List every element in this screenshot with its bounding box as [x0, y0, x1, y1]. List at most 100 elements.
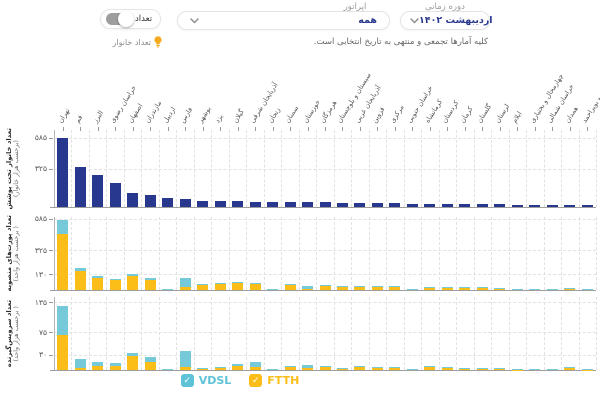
- bar-ftth[interactable]: [441, 287, 453, 290]
- bar-ftth[interactable]: [92, 365, 104, 370]
- bar-households[interactable]: [336, 202, 348, 207]
- bar-vdsl[interactable]: [581, 369, 593, 371]
- bar-vdsl[interactable]: [109, 363, 121, 367]
- bar-households[interactable]: [197, 200, 209, 207]
- bar-ftth[interactable]: [494, 368, 506, 370]
- bar-households[interactable]: [179, 199, 191, 207]
- bar-vdsl[interactable]: [74, 268, 86, 271]
- operator-dropdown[interactable]: همه: [177, 11, 390, 30]
- bar-vdsl[interactable]: [214, 282, 226, 284]
- bar-households[interactable]: [109, 183, 121, 207]
- bar-households[interactable]: [564, 204, 576, 207]
- bar-households[interactable]: [232, 201, 244, 207]
- bar-vdsl[interactable]: [197, 283, 209, 285]
- toggle-switch[interactable]: [106, 11, 134, 27]
- bar-vdsl[interactable]: [179, 278, 191, 287]
- bar-ftth[interactable]: [336, 368, 348, 370]
- bar-ftth[interactable]: [302, 367, 314, 370]
- bar-households[interactable]: [581, 204, 593, 207]
- time-period-dropdown[interactable]: اردیبهشت ۱۴۰۲: [400, 11, 493, 30]
- bar-households[interactable]: [494, 204, 506, 207]
- bar-ftth[interactable]: [197, 368, 209, 370]
- bar-vdsl[interactable]: [459, 367, 471, 369]
- bar-households[interactable]: [127, 193, 139, 207]
- bar-households[interactable]: [529, 204, 541, 207]
- bar-ftth[interactable]: [109, 280, 121, 290]
- bar-ftth[interactable]: [127, 355, 139, 370]
- bar-ftth[interactable]: [319, 285, 331, 290]
- bar-vdsl[interactable]: [406, 369, 418, 371]
- bar-households[interactable]: [284, 202, 296, 207]
- bar-vdsl[interactable]: [564, 287, 576, 289]
- bar-households[interactable]: [302, 202, 314, 207]
- bar-vdsl[interactable]: [494, 367, 506, 369]
- bar-vdsl[interactable]: [144, 277, 156, 280]
- bar-ftth[interactable]: [494, 288, 506, 290]
- bar-vdsl[interactable]: [529, 369, 541, 371]
- bar-vdsl[interactable]: [581, 289, 593, 291]
- bar-vdsl[interactable]: [441, 287, 453, 289]
- bar-vdsl[interactable]: [162, 288, 174, 290]
- legend-checkbox-vdsl[interactable]: ✓: [180, 374, 194, 387]
- bar-ftth[interactable]: [476, 368, 488, 370]
- bar-households[interactable]: [459, 204, 471, 207]
- bar-vdsl[interactable]: [354, 365, 366, 368]
- bar-ftth[interactable]: [336, 286, 348, 290]
- bar-ftth[interactable]: [459, 287, 471, 290]
- bar-vdsl[interactable]: [406, 288, 418, 290]
- bar-ftth[interactable]: [144, 362, 156, 370]
- bar-vdsl[interactable]: [127, 273, 139, 276]
- bar-vdsl[interactable]: [197, 368, 209, 370]
- bar-vdsl[interactable]: [74, 358, 86, 368]
- bar-vdsl[interactable]: [144, 357, 156, 363]
- bar-vdsl[interactable]: [529, 288, 541, 290]
- bar-ftth[interactable]: [354, 286, 366, 290]
- bar-ftth[interactable]: [127, 276, 139, 290]
- bar-ftth[interactable]: [214, 283, 226, 290]
- bar-vdsl[interactable]: [232, 363, 244, 367]
- bar-households[interactable]: [511, 204, 523, 207]
- bar-households[interactable]: [57, 138, 69, 207]
- bar-vdsl[interactable]: [249, 362, 261, 367]
- bar-vdsl[interactable]: [424, 286, 436, 288]
- toggle-knob[interactable]: [118, 11, 134, 27]
- bar-vdsl[interactable]: [354, 285, 366, 287]
- bar-ftth[interactable]: [441, 367, 453, 370]
- bar-vdsl[interactable]: [511, 369, 523, 371]
- bar-households[interactable]: [424, 203, 436, 207]
- bar-vdsl[interactable]: [546, 369, 558, 371]
- bar-vdsl[interactable]: [109, 278, 121, 281]
- bar-vdsl[interactable]: [459, 287, 471, 288]
- bar-vdsl[interactable]: [371, 366, 383, 368]
- bar-vdsl[interactable]: [336, 286, 348, 288]
- bar-vdsl[interactable]: [179, 350, 191, 368]
- bar-vdsl[interactable]: [92, 361, 104, 366]
- bar-households[interactable]: [267, 201, 279, 207]
- bar-ftth[interactable]: [179, 367, 191, 370]
- count-toggle[interactable]: تعداد: [100, 9, 161, 29]
- bar-ftth[interactable]: [371, 286, 383, 290]
- bar-ftth[interactable]: [74, 367, 86, 370]
- bar-ftth[interactable]: [109, 366, 121, 370]
- bar-ftth[interactable]: [564, 367, 576, 370]
- bar-vdsl[interactable]: [57, 305, 69, 335]
- bar-ftth[interactable]: [92, 277, 104, 290]
- bar-ftth[interactable]: [74, 270, 86, 290]
- bar-ftth[interactable]: [214, 367, 226, 370]
- bar-ftth[interactable]: [389, 286, 401, 290]
- bar-vdsl[interactable]: [249, 282, 261, 284]
- bar-vdsl[interactable]: [267, 288, 279, 290]
- bar-ftth[interactable]: [529, 288, 541, 290]
- bar-vdsl[interactable]: [494, 287, 506, 289]
- bar-ftth[interactable]: [144, 279, 156, 290]
- bar-ftth[interactable]: [476, 287, 488, 290]
- bar-households[interactable]: [92, 175, 104, 207]
- bar-vdsl[interactable]: [302, 286, 314, 289]
- bar-ftth[interactable]: [564, 288, 576, 290]
- bar-vdsl[interactable]: [511, 289, 523, 290]
- bar-ftth[interactable]: [249, 283, 261, 290]
- bar-ftth[interactable]: [284, 366, 296, 370]
- bar-vdsl[interactable]: [319, 285, 331, 287]
- bar-ftth[interactable]: [179, 286, 191, 290]
- bar-vdsl[interactable]: [441, 367, 453, 369]
